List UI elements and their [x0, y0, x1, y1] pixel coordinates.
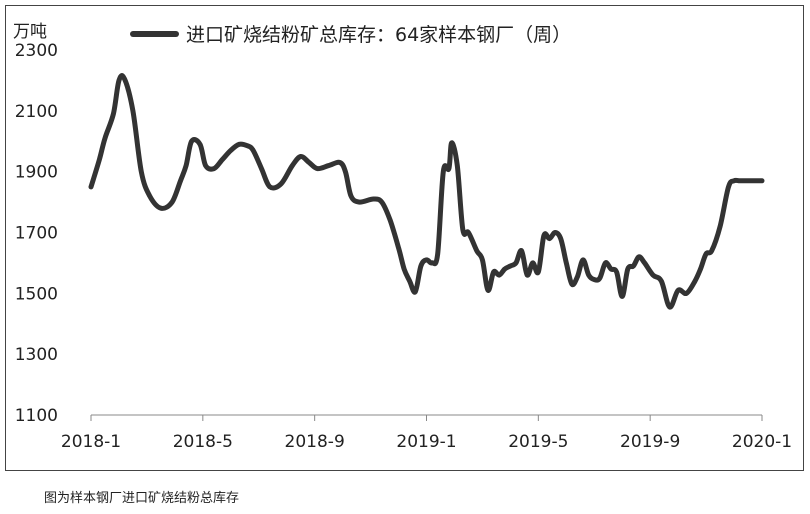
- x-tick-label: 2019-5: [508, 432, 568, 452]
- line-chart: 万吨 进口矿烧结粉矿总库存：64家样本钢厂（周） 1100 1300 1500 170…: [13, 22, 792, 452]
- y-tick-label: 1900: [15, 163, 58, 183]
- x-tick-label: 2020-1: [732, 432, 792, 452]
- series-line: [88, 73, 765, 310]
- x-tick-label: 2018-5: [173, 432, 233, 452]
- legend: 进口矿烧结粉矿总库存：64家样本钢厂（周）: [130, 24, 571, 46]
- x-axis: 2018-1 2018-5 2018-9 2019-1 2019-5 2019-9 2020…: [61, 414, 792, 452]
- x-tick-label: 2019-1: [396, 432, 456, 452]
- y-tick-label: 1300: [15, 345, 58, 365]
- y-tick-label: 1700: [15, 224, 58, 244]
- series-layer: [88, 73, 765, 310]
- y-axis: 1100 1300 1500 1700 1900 2100 2300: [15, 41, 58, 426]
- y-tick-label: 2100: [15, 102, 58, 122]
- y-tick-label: 1500: [15, 284, 58, 304]
- x-tick-label: 2019-9: [620, 432, 680, 452]
- x-tick-label: 2018-9: [285, 432, 345, 452]
- figure-caption: 图为样本钢厂进口矿烧结粉总库存: [44, 491, 240, 506]
- chart-frame: 万吨 进口矿烧结粉矿总库存：64家样本钢厂（周） 1100 1300 1500 170…: [5, 5, 804, 471]
- legend-label: 进口矿烧结粉矿总库存：64家样本钢厂（周）: [186, 24, 571, 46]
- x-tick-label: 2018-1: [61, 432, 121, 452]
- y-tick-label: 2300: [15, 41, 58, 61]
- y-tick-label: 1100: [15, 406, 58, 426]
- y-unit-label: 万吨: [13, 22, 47, 42]
